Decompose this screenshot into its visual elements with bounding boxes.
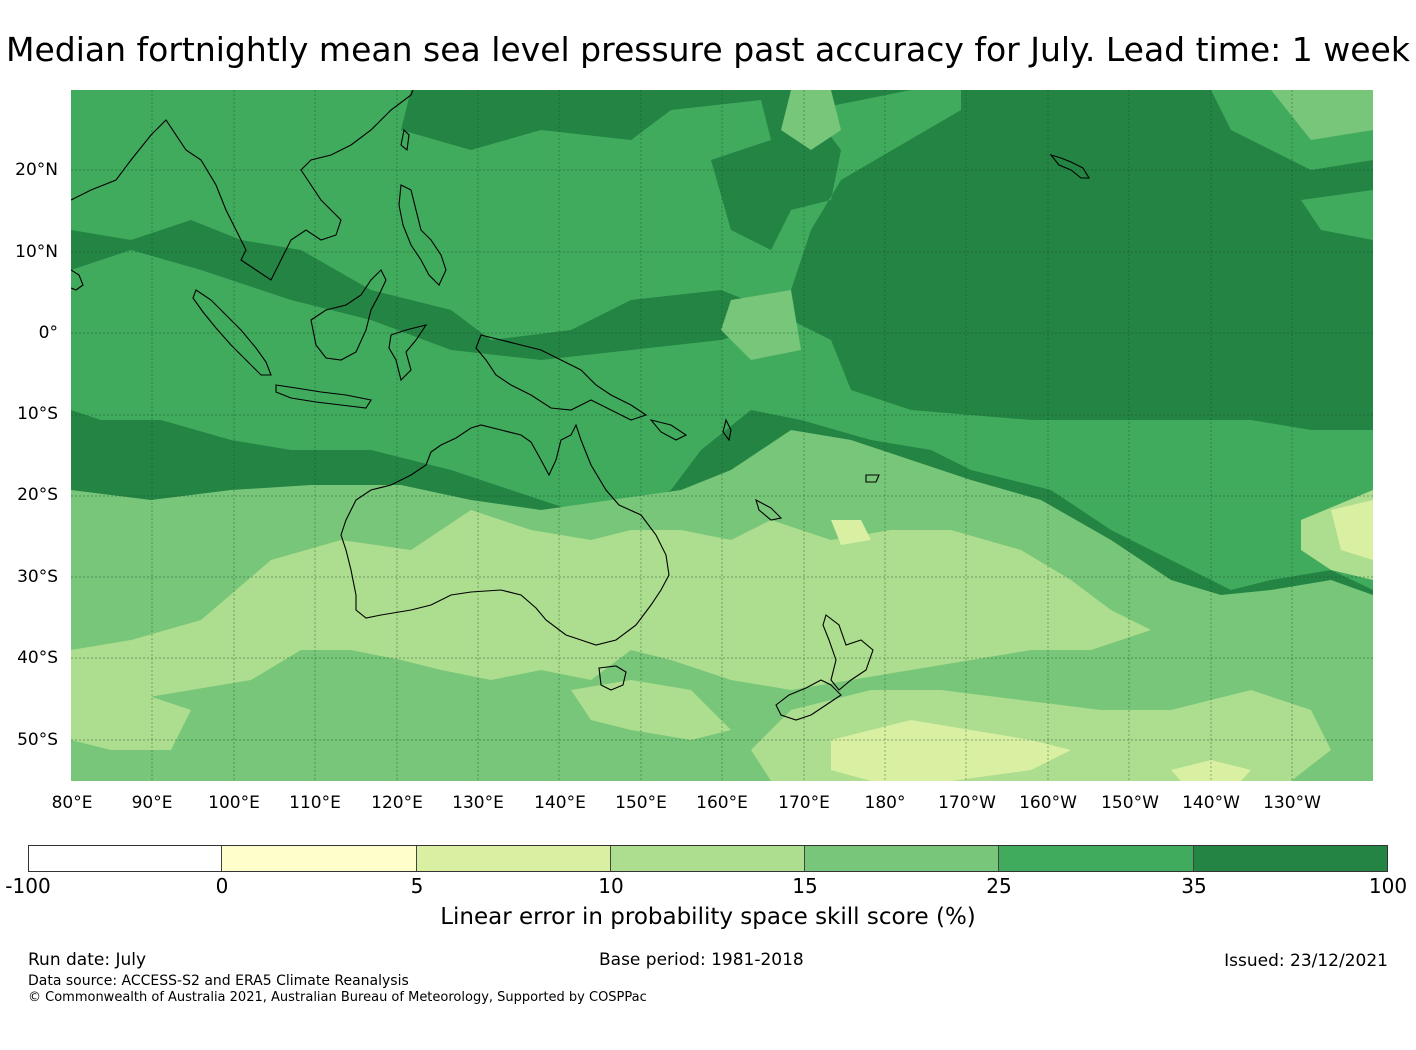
lon-label-170w: 170°W xyxy=(938,793,996,813)
colorbar-segment xyxy=(416,845,611,872)
lon-label-130w: 130°W xyxy=(1263,793,1321,813)
copyright: © Commonwealth of Australia 2021, Austra… xyxy=(28,990,647,1005)
lon-label-100e: 100°E xyxy=(208,793,260,813)
lat-label-20n: 20°N xyxy=(15,160,58,180)
lat-label-10s: 10°S xyxy=(17,404,58,424)
skill-score-map xyxy=(71,90,1373,781)
colorbar-tick: 15 xyxy=(792,874,818,898)
lon-label-130e: 130°E xyxy=(452,793,504,813)
colorbar-segment xyxy=(610,845,806,872)
sulawesi-coastline xyxy=(388,324,428,382)
lon-label-160w: 160°W xyxy=(1019,793,1077,813)
new-zealand-south-island xyxy=(775,679,842,721)
map-canvas xyxy=(71,90,1373,781)
colorbar-tick: 10 xyxy=(598,874,624,898)
colorbar xyxy=(28,845,1388,872)
lat-label-40s: 40°S xyxy=(17,648,58,668)
colorbar-tick: 25 xyxy=(986,874,1012,898)
lat-label-50s: 50°S xyxy=(17,730,58,750)
borneo-coastline xyxy=(310,269,387,361)
lat-label-30s: 30°S xyxy=(17,567,58,587)
colorbar-segment xyxy=(28,845,223,872)
lon-label-120e: 120°E xyxy=(371,793,423,813)
tasmania-coastline xyxy=(598,665,627,691)
sumatra-coastline xyxy=(192,289,272,376)
lon-label-160e: 160°E xyxy=(696,793,748,813)
australia-coastline xyxy=(340,423,670,646)
new-zealand-north-island xyxy=(822,614,874,691)
colorbar-label: Linear error in probability space skill … xyxy=(440,904,976,930)
lat-label-20s: 20°S xyxy=(17,485,58,505)
vanuatu xyxy=(722,418,732,442)
lon-label-90e: 90°E xyxy=(131,793,173,813)
coastlines xyxy=(71,90,1090,721)
lon-label-140e: 140°E xyxy=(534,793,586,813)
colorbar-tick: -100 xyxy=(5,874,51,898)
colorbar-tick: 5 xyxy=(410,874,424,898)
fiji xyxy=(865,474,880,483)
india-coastline xyxy=(71,269,84,291)
lon-label-150w: 150°W xyxy=(1101,793,1159,813)
colorbar-segment xyxy=(1193,845,1388,872)
colorbar-segment xyxy=(222,845,417,872)
colorbar-tick: 0 xyxy=(215,874,229,898)
lon-label-180: 180° xyxy=(864,793,906,813)
issued-date: Issued: 23/12/2021 xyxy=(1224,951,1388,971)
lon-label-140w: 140°W xyxy=(1182,793,1240,813)
philippines-coastline xyxy=(398,184,447,286)
skill-region-5-10 xyxy=(831,500,1373,781)
run-date: Run date: July xyxy=(28,950,147,970)
graticule xyxy=(71,90,1373,781)
colorbar-segment xyxy=(805,845,1000,872)
java-coastline xyxy=(275,384,372,409)
new-guinea-coastline xyxy=(475,334,648,421)
data-source: Data source: ACCESS-S2 and ERA5 Climate … xyxy=(28,973,409,989)
lon-label-170e: 170°E xyxy=(778,793,830,813)
lon-label-80e: 80°E xyxy=(51,793,93,813)
taiwan-coastline xyxy=(400,128,410,152)
hawaii xyxy=(1049,153,1090,179)
base-period: Base period: 1981-2018 xyxy=(599,950,804,970)
colorbar-tick: 100 xyxy=(1368,874,1408,898)
lon-label-150e: 150°E xyxy=(615,793,667,813)
lat-label-10n: 10°N xyxy=(15,242,58,262)
solomon-islands xyxy=(649,419,688,441)
colorbar-tick: 35 xyxy=(1181,874,1207,898)
lat-label-equator: 0° xyxy=(38,323,58,343)
colorbar-segment xyxy=(999,845,1194,872)
indochina-coastline xyxy=(71,90,414,281)
lon-label-110e: 110°E xyxy=(289,793,341,813)
map-title: Median fortnightly mean sea level pressu… xyxy=(6,30,1410,69)
new-caledonia xyxy=(755,498,783,521)
